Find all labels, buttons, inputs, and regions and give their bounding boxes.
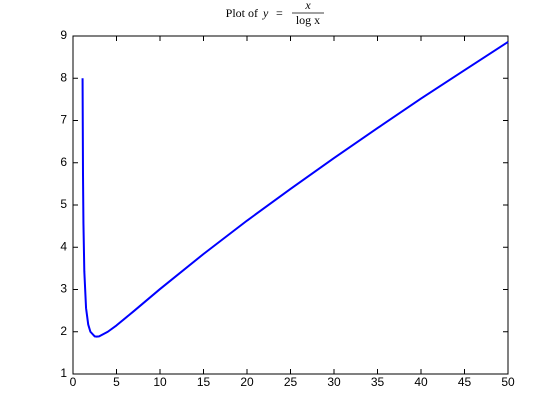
title-equals: = bbox=[276, 6, 283, 20]
x-tick-label: 30 bbox=[327, 375, 341, 389]
y-tick-label: 2 bbox=[60, 324, 67, 338]
y-tick-label: 5 bbox=[60, 197, 67, 211]
x-tick-label: 25 bbox=[284, 375, 298, 389]
x-tick-label: 50 bbox=[501, 375, 515, 389]
y-tick-label: 9 bbox=[60, 28, 67, 42]
title-variable: y bbox=[262, 6, 269, 20]
x-tick-label: 20 bbox=[240, 375, 254, 389]
title-denominator: log x bbox=[296, 13, 320, 27]
line bbox=[81, 41, 509, 338]
chart-title: Plot of y = x log x bbox=[226, 0, 324, 27]
x-tick-label: 10 bbox=[153, 375, 167, 389]
y-tick-label: 6 bbox=[60, 155, 67, 169]
x-tick-label: 45 bbox=[458, 375, 472, 389]
x-tick-label: 5 bbox=[113, 375, 120, 389]
title-numerator: x bbox=[304, 0, 311, 12]
y-tick-label: 8 bbox=[60, 70, 67, 84]
x-tick-label: 35 bbox=[371, 375, 385, 389]
y-tick-label: 3 bbox=[60, 282, 67, 296]
x-tick-label: 40 bbox=[414, 375, 428, 389]
y-tick-label: 1 bbox=[60, 366, 67, 380]
y-tick-label: 7 bbox=[60, 113, 67, 127]
x-tick-label: 0 bbox=[70, 375, 77, 389]
title-text: Plot of bbox=[226, 6, 258, 20]
x-tick-label: 15 bbox=[197, 375, 211, 389]
y-tick-label: 4 bbox=[60, 239, 67, 253]
